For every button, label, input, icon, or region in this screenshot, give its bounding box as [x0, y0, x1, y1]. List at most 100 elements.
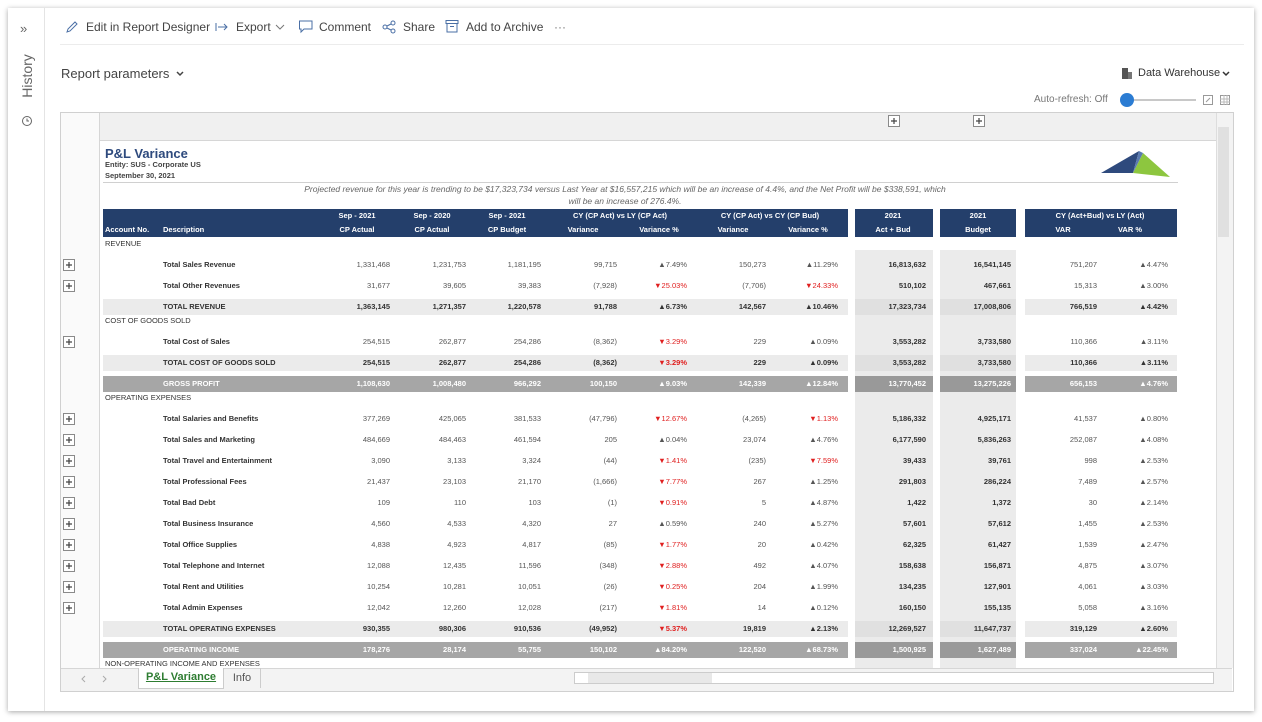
- data-cell: ▼2.88%: [658, 561, 687, 570]
- edit-button[interactable]: Edit in Report Designer: [86, 20, 211, 34]
- data-cell: 15,313: [1074, 281, 1097, 290]
- report-viewer: P&L Variance Entity: SUS - Corporate US Se…: [60, 112, 1234, 692]
- data-cell: 4,533: [447, 519, 466, 528]
- report-parameters[interactable]: Report parameters: [61, 66, 170, 81]
- data-cell: 286,224: [983, 477, 1011, 486]
- export-button[interactable]: Export: [236, 20, 271, 34]
- data-cell: 39,761: [988, 456, 1011, 465]
- data-cell: ▲0.42%: [809, 540, 838, 549]
- comment-icon: [299, 20, 313, 34]
- report-title: P&L Variance: [105, 146, 188, 161]
- line-label: Total Other Revenues: [163, 281, 240, 290]
- column-header: Variance %: [639, 225, 679, 234]
- view-icons[interactable]: [1203, 95, 1231, 106]
- data-cell: ▲0.80%: [1139, 414, 1168, 423]
- data-cell: 7,489: [1078, 477, 1097, 486]
- expand-row-button[interactable]: [63, 259, 75, 271]
- data-cell: 62,325: [903, 540, 926, 549]
- data-cell: 252,087: [1069, 435, 1097, 444]
- icon-part: [66, 605, 72, 611]
- column-group-header: Sep - 2020: [413, 211, 451, 220]
- data-source[interactable]: Data Warehouse: [1138, 67, 1221, 79]
- sheet-tab[interactable]: P&L Variance: [138, 668, 224, 689]
- data-cell: 337,024: [1069, 645, 1097, 654]
- expand-row-button[interactable]: [63, 602, 75, 614]
- data-cell: ▲2.14%: [1139, 498, 1168, 507]
- column-band: [855, 250, 933, 668]
- data-cell: 103: [528, 498, 541, 507]
- expand-button[interactable]: »: [20, 21, 28, 36]
- data-cell: 55,755: [518, 645, 541, 654]
- data-cell: ▲2.53%: [1139, 456, 1168, 465]
- sheet-tab[interactable]: Info: [224, 668, 261, 688]
- chevron-icon: [275, 24, 285, 30]
- data-cell: 1,231,753: [432, 260, 466, 269]
- data-cell: ▼1.13%: [809, 414, 838, 423]
- total-label: TOTAL REVENUE: [163, 302, 226, 311]
- column-group-header: CY (Act+Bud) vs LY (Act): [1055, 211, 1145, 220]
- data-cell: ▲3.00%: [1139, 281, 1168, 290]
- archive-icon: [445, 20, 459, 33]
- expand-row-button[interactable]: [888, 115, 900, 127]
- expand-row-button[interactable]: [63, 476, 75, 488]
- data-cell: 57,601: [903, 519, 926, 528]
- data-cell: ▲2.53%: [1139, 519, 1168, 528]
- data-cell: 4,817: [522, 540, 541, 549]
- data-cell: 425,065: [438, 414, 466, 423]
- summary-row-background: [103, 376, 848, 392]
- expand-row-button[interactable]: [63, 413, 75, 425]
- data-cell: 461,594: [513, 435, 541, 444]
- data-cell: (4,265): [742, 414, 766, 423]
- data-cell: ▼12.67%: [654, 414, 687, 423]
- expand-row-button[interactable]: [63, 539, 75, 551]
- auto-refresh-slider[interactable]: [1118, 92, 1198, 108]
- share-button[interactable]: Share: [403, 20, 436, 34]
- data-cell: 1,363,145: [356, 302, 390, 311]
- expand-row-button[interactable]: [63, 455, 75, 467]
- scroll-thumb: [1218, 127, 1229, 237]
- expand-row-button[interactable]: [973, 115, 985, 127]
- more-button[interactable]: ···: [554, 20, 566, 34]
- data-cell: 381,533: [513, 414, 541, 423]
- expand-row-button[interactable]: [63, 560, 75, 572]
- data-cell: ▲3.11%: [1139, 337, 1168, 346]
- data-cell: 91,788: [594, 302, 617, 311]
- data-cell: 1,220,578: [507, 302, 541, 311]
- data-cell: 5,836,263: [977, 435, 1011, 444]
- expand-row-button[interactable]: [63, 497, 75, 509]
- archive-button[interactable]: Add to Archive: [466, 20, 544, 34]
- data-cell: ▼7.77%: [658, 477, 687, 486]
- data-cell: 510,102: [898, 281, 926, 290]
- data-cell: ▲84.20%: [654, 645, 687, 654]
- expand-row-button[interactable]: [63, 581, 75, 593]
- comment-button[interactable]: Comment: [319, 20, 372, 34]
- column-header: Act + Bud: [875, 225, 911, 234]
- expand-row-button[interactable]: [63, 434, 75, 446]
- data-cell: 229: [753, 337, 766, 346]
- expand-row-button[interactable]: [63, 336, 75, 348]
- data-cell: ▲1.25%: [809, 477, 838, 486]
- data-cell: 21,437: [367, 477, 390, 486]
- chevron-icon: [176, 71, 184, 77]
- data-cell: 11,596: [518, 561, 541, 570]
- data-cell: ▲4.76%: [809, 435, 838, 444]
- total-label: TOTAL COST OF GOODS SOLD: [163, 358, 276, 367]
- icon-part: [66, 479, 72, 485]
- data-cell: (217): [599, 603, 617, 612]
- data-cell: 155,135: [983, 603, 1011, 612]
- expand-row-button[interactable]: [63, 518, 75, 530]
- icon-part: [66, 262, 72, 268]
- data-cell: 3,733,580: [977, 337, 1011, 346]
- data-cell: 4,838: [371, 540, 390, 549]
- history-tab[interactable]: History: [19, 54, 35, 98]
- expand-row-button[interactable]: [63, 280, 75, 292]
- data-cell: ▲3.11%: [1139, 358, 1168, 367]
- tab-navigation[interactable]: [78, 673, 118, 685]
- sidebar-divider: [44, 8, 45, 711]
- line-label: Total Business Insurance: [163, 519, 254, 528]
- data-cell: 158,638: [898, 561, 926, 570]
- data-cell: 20: [757, 540, 766, 549]
- column-group-header: Sep - 2021: [338, 211, 376, 220]
- data-cell: ▲0.59%: [658, 519, 687, 528]
